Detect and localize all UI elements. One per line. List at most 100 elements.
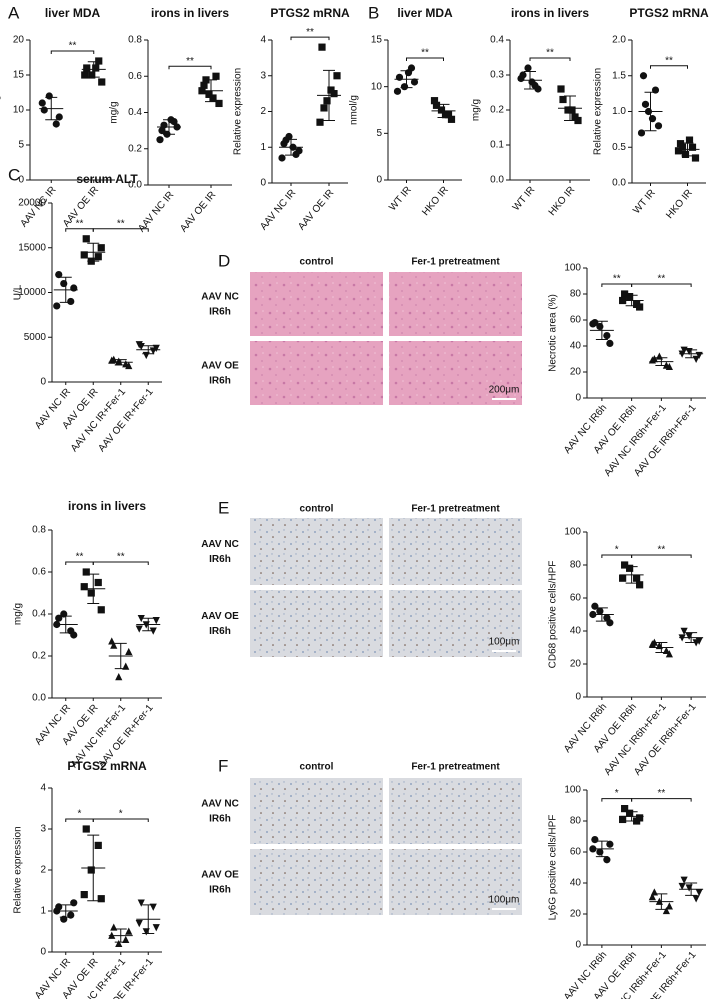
- row-label: IR6h: [209, 554, 231, 565]
- y-tick-label: 40: [570, 341, 582, 352]
- data-point: [212, 72, 220, 80]
- data-point: [596, 322, 604, 331]
- error-bar: [437, 103, 450, 118]
- significance-bracket: [406, 57, 444, 61]
- y-tick-label: 0.0: [612, 178, 626, 189]
- chart-title: PTGS2 mRNA: [629, 6, 709, 20]
- data-point: [80, 251, 88, 259]
- error-bar: [595, 607, 608, 622]
- data-point: [606, 840, 614, 848]
- y-axis-label: Relative expression: [233, 68, 244, 155]
- error-bar: [564, 95, 576, 121]
- panel-letter: A: [8, 3, 20, 22]
- y-tick-label: 0.6: [128, 71, 142, 82]
- data-point: [648, 892, 656, 901]
- data-point: [404, 69, 413, 77]
- y-axis-label: Necrotic area (%): [548, 294, 559, 372]
- column-label: control: [300, 257, 334, 268]
- data-point: [695, 637, 703, 645]
- data-point: [149, 903, 157, 911]
- data-point: [633, 574, 641, 582]
- data-point: [517, 74, 525, 83]
- chart-title: irons in livers: [511, 6, 589, 20]
- y-tick-label: 0.0: [32, 693, 46, 704]
- data-point: [320, 104, 328, 112]
- micrograph: [250, 341, 383, 405]
- error-bar: [285, 138, 297, 156]
- data-point: [152, 924, 160, 932]
- row-label: AAV OE: [201, 361, 239, 372]
- error-bar: [625, 811, 638, 822]
- y-tick-label: 40: [570, 878, 582, 889]
- error-bar: [400, 70, 413, 89]
- data-point: [135, 341, 143, 349]
- data-point: [685, 632, 693, 640]
- y-tick-label: 2: [40, 865, 46, 876]
- data-point: [557, 85, 565, 93]
- data-point: [67, 297, 75, 306]
- x-tick-label: HKO IR: [664, 188, 695, 221]
- y-tick-label: 80: [570, 560, 582, 571]
- column-label: control: [300, 504, 334, 515]
- y-tick-label: 0.5: [612, 142, 626, 153]
- scale-label: 100μm: [489, 895, 520, 906]
- data-point: [574, 116, 582, 125]
- y-tick-label: 80: [570, 289, 582, 300]
- error-bar: [524, 71, 536, 90]
- significance-label: **: [117, 552, 125, 563]
- error-bar: [59, 615, 72, 634]
- y-tick-label: 0.1: [490, 140, 504, 151]
- data-point: [596, 848, 604, 856]
- y-tick-label: 0.2: [490, 105, 504, 116]
- significance-bracket: [50, 50, 95, 54]
- error-bar: [685, 349, 698, 359]
- data-point: [430, 97, 439, 105]
- y-tick-label: 0.0: [490, 175, 504, 186]
- y-tick-label: 15: [371, 35, 383, 46]
- data-point: [87, 589, 95, 597]
- data-point: [621, 805, 629, 813]
- micrograph: [250, 272, 383, 336]
- y-tick-label: 5: [18, 140, 24, 151]
- data-point: [83, 64, 91, 72]
- significance-label: **: [613, 274, 621, 285]
- x-tick-label: AAV OE IR: [178, 190, 218, 235]
- data-point: [97, 606, 105, 614]
- error-bar: [45, 96, 58, 121]
- significance-label: **: [76, 218, 84, 229]
- y-axis-label: mg/g: [109, 101, 120, 123]
- data-point: [674, 147, 683, 155]
- significance-label: **: [657, 274, 665, 285]
- y-tick-label: 20: [570, 659, 582, 670]
- data-point: [665, 650, 673, 658]
- significance-bracket: [92, 228, 149, 232]
- data-point: [410, 78, 419, 86]
- row-label: IR6h: [209, 885, 231, 896]
- y-tick-label: 15: [13, 70, 25, 81]
- row-label: AAV NC: [201, 539, 239, 550]
- error-bar: [323, 69, 335, 121]
- data-point: [158, 127, 166, 135]
- y-tick-label: 20: [13, 35, 25, 46]
- data-point: [589, 320, 597, 328]
- row-label: AAV OE: [201, 870, 239, 881]
- data-point: [665, 362, 673, 371]
- micrograph: [389, 778, 522, 844]
- data-point: [603, 856, 611, 864]
- y-tick-label: 0: [40, 947, 46, 958]
- data-point: [688, 143, 697, 151]
- data-point: [441, 111, 450, 119]
- data-point: [621, 290, 629, 298]
- significance-label: *: [119, 809, 123, 820]
- y-tick-label: 0.2: [32, 651, 46, 662]
- data-point: [82, 235, 90, 243]
- error-bar: [644, 91, 657, 132]
- significance-bracket: [92, 818, 149, 822]
- micrograph: [250, 778, 383, 844]
- data-point: [94, 578, 102, 587]
- data-point: [122, 935, 130, 943]
- y-axis-label: Relative expression: [593, 68, 604, 155]
- data-point: [156, 136, 164, 144]
- data-point: [619, 574, 627, 582]
